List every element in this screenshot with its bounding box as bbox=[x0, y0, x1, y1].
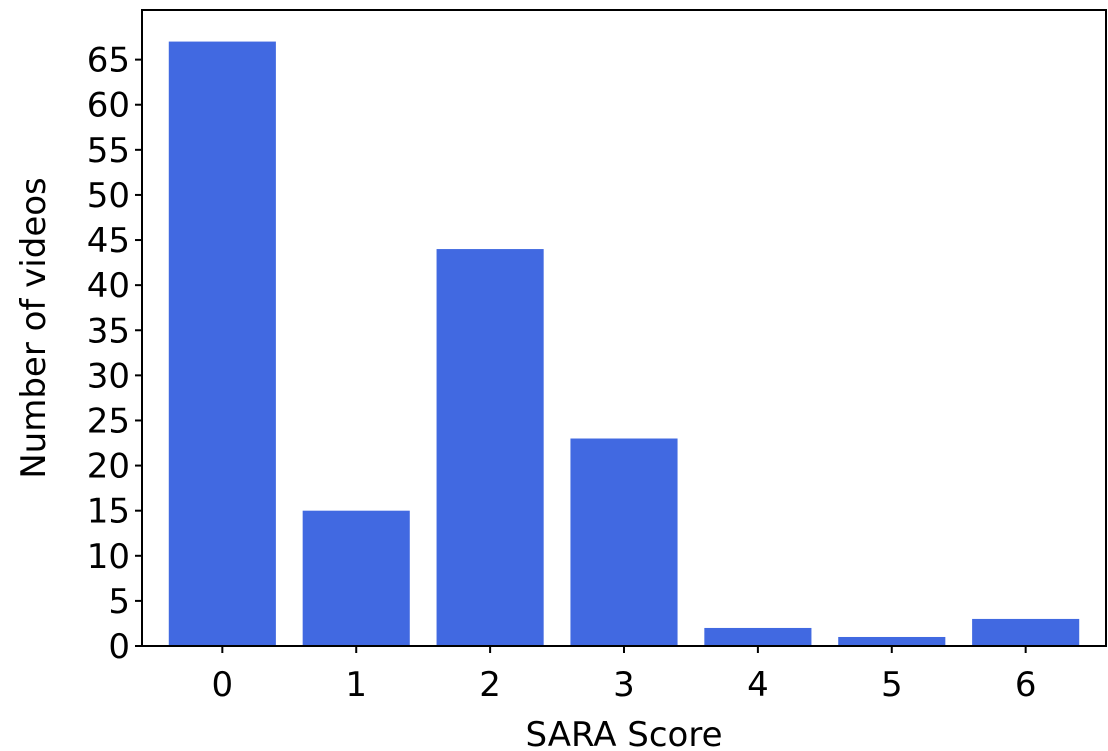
bar-2 bbox=[436, 249, 544, 646]
y-axis-title: Number of videos bbox=[14, 177, 54, 479]
bar-5 bbox=[838, 636, 946, 646]
y-tick-label: 5 bbox=[108, 582, 130, 622]
x-axis-title: SARA Score bbox=[525, 715, 722, 751]
bar-1 bbox=[302, 510, 410, 646]
x-tick-label: 3 bbox=[613, 665, 635, 705]
bars-layer bbox=[168, 41, 1080, 647]
y-tick-label: 10 bbox=[87, 537, 130, 577]
x-tick-label: 1 bbox=[345, 665, 367, 705]
bar-6 bbox=[972, 618, 1080, 646]
y-tick-label: 60 bbox=[87, 86, 130, 126]
y-tick-label: 50 bbox=[87, 176, 130, 216]
y-tick-label: 30 bbox=[87, 356, 130, 396]
x-tick-label: 0 bbox=[212, 665, 234, 705]
x-tick-label: 5 bbox=[881, 665, 903, 705]
bar-4 bbox=[704, 627, 812, 646]
x-tick-label: 2 bbox=[479, 665, 501, 705]
y-tick-label: 45 bbox=[87, 221, 130, 261]
y-tick-label: 40 bbox=[87, 266, 130, 306]
plot-frame bbox=[141, 9, 1107, 647]
bar-3 bbox=[570, 438, 678, 646]
y-tick-label: 65 bbox=[87, 41, 130, 81]
y-tick-label: 15 bbox=[87, 492, 130, 532]
y-axis-ticks: 0 5 10 15 20 25 30 35 40 45 50 55 60 65 bbox=[87, 41, 142, 667]
x-axis-ticks: 0 1 2 3 4 5 6 bbox=[212, 646, 1037, 705]
x-tick-label: 6 bbox=[1015, 665, 1037, 705]
y-tick-label: 35 bbox=[87, 311, 130, 351]
y-tick-label: 0 bbox=[108, 627, 130, 667]
y-tick-label: 55 bbox=[87, 131, 130, 171]
y-tick-label: 20 bbox=[87, 447, 130, 487]
x-tick-label: 4 bbox=[747, 665, 769, 705]
bar-0 bbox=[168, 41, 276, 647]
y-tick-label: 25 bbox=[87, 401, 130, 441]
